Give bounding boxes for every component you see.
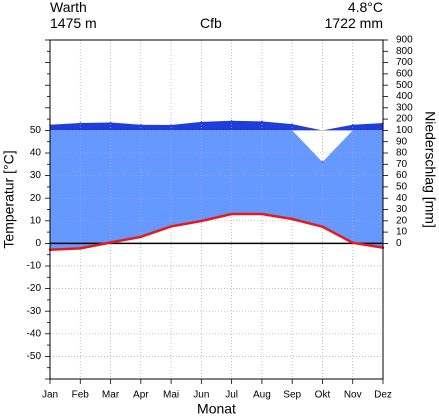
precipitation-point — [261, 120, 263, 123]
x-axis-label: Monat — [197, 401, 236, 417]
left-tick-label: 10 — [30, 215, 42, 226]
right-tick-label: 900 — [396, 35, 413, 46]
y-axis-label-right: Niederschlag [mm] — [422, 111, 438, 228]
right-tick-label: 500 — [396, 80, 413, 91]
station-name: Warth — [50, 0, 87, 15]
x-tick-label: Sep — [283, 390, 301, 401]
x-tick-label: Nov — [344, 390, 362, 401]
precipitation-point — [291, 123, 293, 125]
left-tick-label: 0 — [35, 238, 41, 249]
climate-class: Cfb — [200, 15, 222, 31]
left-tick-label: 30 — [30, 170, 42, 181]
precipitation-point — [321, 161, 324, 163]
temperature-point — [79, 247, 82, 250]
precipitation-point — [170, 124, 172, 126]
left-tick-label: -10 — [27, 261, 42, 272]
left-tick-label: -50 — [27, 351, 42, 362]
precipitation-point — [351, 123, 354, 126]
right-tick-label: 70 — [396, 159, 408, 170]
x-tick-label: Feb — [72, 390, 90, 401]
precipitation-point — [200, 121, 203, 123]
temperature-line — [49, 212, 384, 251]
right-tick-label: 200 — [396, 114, 413, 125]
precip-perhumid-area — [50, 120, 383, 131]
right-tick-label: 80 — [396, 148, 408, 159]
left-tick-label: -30 — [27, 306, 42, 317]
right-tick-label: 600 — [396, 69, 413, 80]
temperature-point — [139, 235, 143, 239]
x-tick-label: Aug — [253, 390, 271, 401]
right-tick-label: 100 — [396, 125, 413, 136]
temperature-point — [200, 219, 203, 223]
right-tick-label: 90 — [396, 136, 408, 147]
temperature-point — [351, 241, 354, 244]
right-tick-label: 300 — [396, 102, 413, 113]
temperature-point — [230, 212, 233, 216]
precipitation-point — [109, 121, 112, 124]
right-tick-label: 40 — [396, 193, 408, 204]
left-tick-label: 40 — [30, 148, 42, 159]
x-tick-label: Okt — [315, 390, 331, 401]
x-tick-label: Jul — [225, 390, 238, 401]
x-tick-label: Apr — [133, 390, 149, 401]
temperature-point — [260, 212, 264, 216]
temperature-point — [169, 225, 173, 228]
left-tick-label: 50 — [30, 125, 42, 136]
precipitation-point — [140, 123, 142, 126]
mean-temperature: 4.8°C — [347, 0, 383, 15]
right-tick-label: 700 — [396, 57, 413, 68]
right-tick-label: 30 — [396, 204, 408, 215]
y-axis-label-left: Temperatur [°C] — [1, 150, 17, 248]
annual-precipitation: 1722 mm — [324, 15, 383, 31]
temperature-point — [321, 225, 324, 228]
station-altitude: 1475 m — [50, 15, 97, 31]
x-tick-label: Mai — [163, 390, 179, 401]
right-tick-label: 800 — [396, 46, 413, 57]
x-tick-label: Jan — [42, 390, 58, 401]
temperature-point — [109, 241, 112, 244]
x-tick-label: Jun — [193, 390, 209, 401]
temperature-point — [290, 217, 294, 221]
right-tick-label: 60 — [396, 170, 408, 181]
right-tick-label: 10 — [396, 227, 408, 238]
right-tick-label: 0 — [396, 238, 402, 249]
x-tick-label: Dez — [374, 390, 392, 401]
x-tick-label: Mar — [102, 390, 120, 401]
right-tick-label: 400 — [396, 91, 413, 102]
left-tick-label: -20 — [27, 283, 42, 294]
precipitation-point — [79, 122, 82, 124]
precipitation-point — [230, 119, 233, 122]
left-tick-label: -40 — [27, 328, 42, 339]
left-tick-label: 20 — [30, 193, 42, 204]
right-tick-label: 50 — [396, 182, 408, 193]
right-tick-label: 20 — [396, 215, 408, 226]
